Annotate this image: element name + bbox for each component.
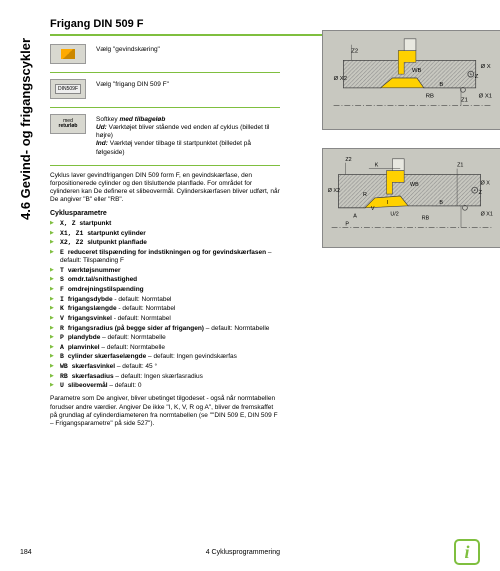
step-divider: [50, 165, 280, 166]
page-footer: 184 4 Cyklusprogrammering i: [20, 539, 480, 565]
param-item: WB skærfasvinkel – default: 45 °: [50, 363, 290, 371]
param-item: RB skærfasadius – default: Ingen skærfas…: [50, 373, 290, 381]
svg-text:RB: RB: [422, 216, 430, 222]
param-item: A planvinkel – default: Normtabelle: [50, 344, 290, 352]
info-icon: i: [454, 539, 480, 565]
param-item: X1, Z1 startpunkt cylinder: [50, 230, 290, 238]
step-gevindskaering: Vælg "gevindskæring": [50, 44, 280, 73]
param-item: X2, Z2 slutpunkt planflade: [50, 239, 290, 247]
param-item: S omdr.tal/snithastighed: [50, 276, 290, 284]
diagram-figure-1: Ø X2 Z2 Ø X Z WB Ø X1 Z1 B RB: [322, 30, 500, 130]
param-item: K frigangslængde - default: Normtabel: [50, 305, 290, 313]
step-2-text: Vælg "frigang DIN 509 F": [96, 79, 280, 99]
svg-text:Ø X: Ø X: [481, 180, 491, 186]
svg-text:Ø X2: Ø X2: [328, 188, 340, 194]
svg-text:RB: RB: [426, 94, 434, 100]
svg-text:Ø X1: Ø X1: [479, 94, 492, 100]
param-item: I frigangsdybde - default: Normtabel: [50, 296, 290, 304]
param-item: F omdrejningstilspænding: [50, 286, 290, 294]
chapter-label: 4 Cyklusprogrammering: [206, 549, 280, 556]
param-item: U slibeovermål – default: 0: [50, 382, 290, 390]
step-3-text: Softkey med tilbageløb Ud: Værktøjet bli…: [96, 114, 280, 157]
step-din509f: DIN509F Vælg "frigang DIN 509 F": [50, 79, 280, 108]
svg-text:Z1: Z1: [461, 98, 468, 104]
svg-text:Ø X1: Ø X1: [481, 212, 493, 218]
step-returlob: med returløb Softkey med tilbageløb Ud: …: [50, 114, 280, 166]
svg-text:B: B: [439, 82, 443, 88]
softkey-thread-icon: [50, 44, 86, 64]
page-number: 184: [20, 549, 32, 556]
step-1-text: Vælg "gevindskæring": [96, 44, 280, 64]
diagram-figure-2: Z2 Ø X2 K R V WB Ø X Z U/2 I A P RB B Z1…: [322, 148, 500, 248]
softkey-din509-icon: DIN509F: [50, 79, 86, 99]
svg-text:Z: Z: [475, 74, 479, 80]
svg-text:P: P: [345, 221, 349, 227]
svg-text:Z2: Z2: [345, 157, 351, 163]
param-item: E reduceret tilspænding for indstikninge…: [50, 249, 290, 265]
svg-text:V: V: [371, 206, 375, 212]
svg-text:Z2: Z2: [351, 49, 358, 55]
svg-text:WB: WB: [412, 68, 422, 74]
param-list: X, Z startpunkt X1, Z1 startpunkt cylinde…: [50, 220, 290, 390]
svg-text:K: K: [375, 163, 379, 169]
svg-text:R: R: [363, 192, 367, 198]
param-item: B cylinder skærfaselængde – default: Ing…: [50, 353, 290, 361]
svg-text:Ø X: Ø X: [481, 64, 491, 70]
section-sidebar-title: 4.6 Gevind- og frigangscykler: [18, 38, 33, 220]
svg-text:B: B: [439, 200, 443, 206]
page-title: Frigang DIN 509 F: [50, 18, 480, 30]
step-divider: [50, 107, 280, 108]
param-item: P plandybde – default: Normtabelle: [50, 334, 290, 342]
svg-text:WB: WB: [410, 182, 419, 188]
svg-text:U/2: U/2: [390, 212, 398, 218]
param-item: T værktøjsnummer: [50, 267, 290, 275]
param-item: X, Z startpunkt: [50, 220, 290, 228]
svg-text:I: I: [387, 200, 389, 206]
step-divider: [50, 72, 280, 73]
svg-text:Z1: Z1: [457, 163, 463, 169]
svg-text:Ø X2: Ø X2: [334, 76, 347, 82]
intro-text: Cyklus laver gevindfrigangen DIN 509 for…: [50, 172, 280, 205]
param-item: V frigangsvinkel - default: Normtabel: [50, 315, 290, 323]
svg-text:A: A: [353, 214, 357, 220]
outro-text: Parametre som De angiver, bliver ubeting…: [50, 395, 280, 428]
softkey-med-returlob: med returløb: [50, 114, 86, 134]
param-item: R frigangsradius (på begge sider af frig…: [50, 325, 290, 333]
